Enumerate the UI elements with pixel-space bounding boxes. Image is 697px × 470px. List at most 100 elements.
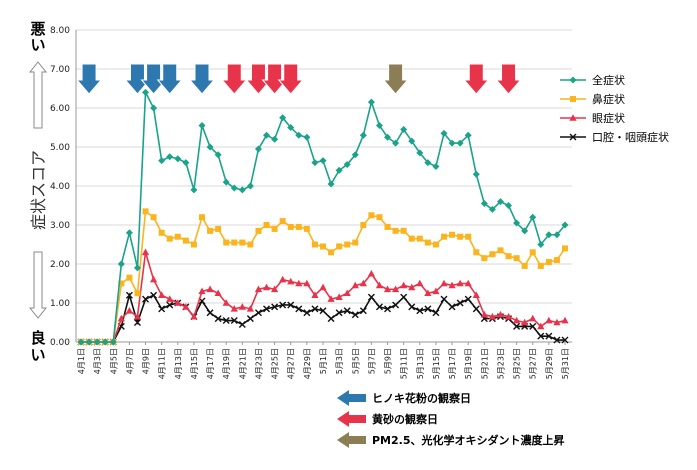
data-point [174, 299, 182, 306]
data-point [254, 145, 262, 153]
data-point [222, 299, 230, 306]
legend-label: 鼻症状 [592, 92, 625, 106]
data-point [569, 114, 577, 121]
data-point [295, 305, 303, 313]
data-point [230, 305, 238, 312]
data-point [246, 182, 254, 190]
data-point [246, 305, 254, 312]
data-point [440, 279, 448, 287]
data-point [287, 223, 294, 230]
data-point [384, 305, 392, 313]
data-point [367, 269, 375, 277]
data-point [182, 237, 189, 244]
data-point [513, 322, 521, 330]
hinoki-arrow [140, 63, 167, 95]
data-point [537, 322, 545, 330]
data-point [464, 131, 472, 139]
data-point [336, 243, 343, 250]
data-point [359, 279, 367, 287]
series-square [78, 208, 568, 345]
data-point [351, 311, 359, 319]
data-point [133, 264, 141, 272]
data-point [158, 305, 166, 313]
hinoki-arrow [188, 63, 216, 95]
data-point [174, 155, 182, 163]
data-point [320, 243, 326, 250]
data-point [408, 303, 416, 311]
data-point [295, 279, 303, 287]
kosa-arrow [463, 63, 490, 95]
y-bottom-label-2: い [30, 346, 45, 364]
data-point [118, 280, 125, 287]
data-point [480, 310, 488, 318]
data-point [561, 221, 569, 229]
data-point [271, 285, 279, 293]
data-point [109, 338, 117, 346]
y-axis-ticks: 0.00 1.00 2.00 3.00 4.00 5.00 6.00 7.00 8.00 [50, 26, 70, 348]
data-point [287, 124, 295, 131]
data-point [448, 281, 456, 289]
data-point [553, 318, 561, 326]
x-tick-label: 4月19日 [222, 348, 231, 379]
data-point [521, 318, 529, 326]
data-point [303, 133, 311, 141]
data-point [117, 314, 125, 322]
data-point [553, 231, 561, 239]
data-point [287, 277, 295, 285]
y-bottom-label-1: 良 [30, 329, 45, 347]
data-point [472, 305, 480, 313]
data-point [207, 227, 214, 234]
data-point [537, 332, 545, 340]
x-tick-label: 5月27日 [529, 348, 538, 379]
data-point [142, 88, 150, 96]
data-point [343, 289, 351, 297]
data-point [481, 255, 488, 262]
data-point [319, 307, 327, 315]
data-point [158, 229, 165, 236]
data-point [239, 239, 246, 246]
data-point [400, 227, 407, 234]
x-tick-label: 5月13日 [416, 348, 425, 379]
x-tick-label: 4月9日 [142, 348, 151, 374]
data-point [529, 314, 537, 322]
data-point [262, 283, 271, 291]
data-point [190, 241, 197, 248]
data-point [215, 225, 222, 232]
data-point [513, 255, 520, 262]
data-point [238, 303, 246, 310]
x-tick-label: 5月25日 [513, 348, 522, 379]
data-point [367, 293, 375, 301]
x-tick-label: 5月17日 [448, 348, 457, 379]
data-point [101, 338, 109, 346]
x-tick-label: 4月27日 [287, 348, 296, 379]
x-tick-label: 4月1日 [77, 348, 86, 374]
data-point [271, 303, 279, 311]
data-point [150, 104, 158, 112]
data-point [457, 233, 464, 240]
data-point [488, 312, 496, 320]
kosa-arrow [245, 63, 272, 95]
kosa-arrow [221, 63, 248, 95]
hinoki-legend-arrow [337, 390, 366, 406]
data-point [400, 293, 408, 301]
data-point [488, 205, 496, 213]
data-point [335, 293, 343, 300]
data-point [408, 283, 416, 291]
y-axis-title: 症状スコア [29, 150, 48, 230]
pm25-legend-arrow [337, 432, 366, 448]
data-point [432, 287, 440, 295]
data-point [279, 114, 287, 122]
data-point [465, 233, 472, 240]
data-point [424, 239, 431, 246]
data-point [303, 279, 311, 287]
x-tick-label: 5月5日 [351, 348, 360, 374]
data-point [424, 305, 432, 313]
data-point [351, 151, 359, 159]
data-point [126, 274, 133, 281]
data-point [384, 133, 392, 141]
data-point [368, 212, 375, 219]
x-tick-label: 5月3日 [335, 348, 344, 374]
data-point [206, 143, 214, 151]
